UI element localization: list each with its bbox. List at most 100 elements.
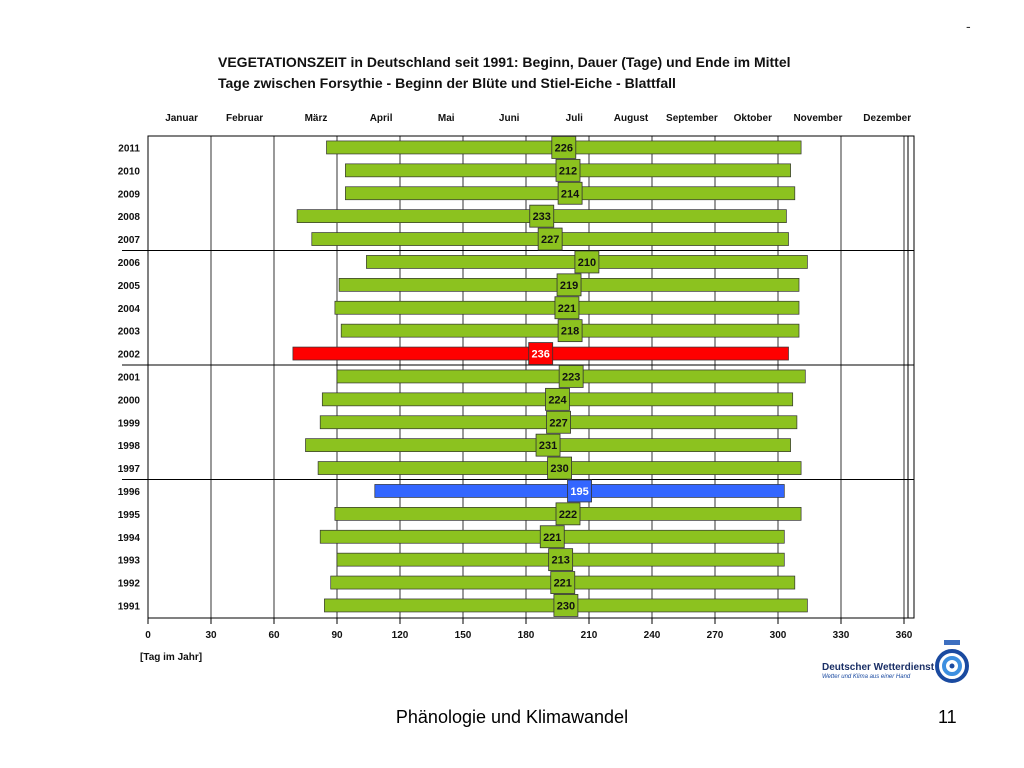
year-label: 2002 <box>118 350 141 361</box>
duration-label: 224 <box>548 394 567 406</box>
year-label: 1997 <box>118 464 141 475</box>
duration-box <box>567 479 592 503</box>
duration-label: 222 <box>559 509 577 521</box>
corner-dash: - <box>966 18 971 34</box>
duration-label: 213 <box>551 555 569 567</box>
vegetation-period-chart: Januar Februar März April Mai Juni Juli August S… <box>118 113 915 641</box>
x-tick-label: 240 <box>644 630 661 641</box>
x-axis-label: [Tag im Jahr] <box>140 652 203 663</box>
month-label: September <box>666 113 718 124</box>
duration-label: 227 <box>549 417 567 429</box>
duration-label: 231 <box>539 440 557 452</box>
duration-box <box>554 296 580 320</box>
month-label: April <box>370 113 393 124</box>
year-label: 2006 <box>118 258 141 269</box>
duration-label: 221 <box>558 303 576 315</box>
duration-label: 212 <box>559 165 577 177</box>
year-label: 1994 <box>118 533 141 544</box>
month-label: März <box>305 113 328 124</box>
x-tick-labels: 0 30 60 90 120 150 180 210 240 270 300 330 360 <box>145 630 913 641</box>
x-tick-label: 210 <box>581 630 598 641</box>
month-label: Juni <box>499 113 520 124</box>
month-label: August <box>614 113 649 124</box>
x-tick-label: 120 <box>392 630 409 641</box>
duration-box <box>537 227 563 251</box>
duration-label: 233 <box>533 211 551 223</box>
month-label: Juli <box>566 113 583 124</box>
x-tick-label: 270 <box>707 630 724 641</box>
duration-box <box>555 502 581 526</box>
year-label: 2005 <box>118 281 141 292</box>
duration-label: 226 <box>555 142 573 154</box>
duration-box <box>548 548 574 572</box>
duration-label: 195 <box>570 486 588 498</box>
year-label: 1995 <box>118 510 141 521</box>
year-label: 1998 <box>118 441 141 452</box>
duration-box <box>558 365 584 388</box>
dwd-swirl-icon <box>935 640 969 683</box>
duration-label: 219 <box>560 280 578 292</box>
year-labels: 2011 2010 2009 2008 2007 2006 2005 2004 2003 2002… <box>118 143 141 612</box>
x-tick-label: 180 <box>518 630 535 641</box>
x-tick-label: 30 <box>205 630 217 641</box>
duration-label: 236 <box>532 349 550 361</box>
duration-box <box>545 387 570 411</box>
year-label: 2011 <box>118 143 140 154</box>
chart-subtitle: Tage zwischen Forsythie - Beginn der Blü… <box>218 75 676 91</box>
duration-box <box>555 158 581 182</box>
month-label: Mai <box>438 113 455 124</box>
x-tick-label: 60 <box>268 630 280 641</box>
duration-box <box>546 410 571 434</box>
x-tick-label: 300 <box>770 630 787 641</box>
duration-label: 221 <box>543 532 561 544</box>
duration-box <box>557 319 583 343</box>
year-label: 2004 <box>118 304 141 315</box>
duration-box <box>547 456 572 480</box>
year-label: 2001 <box>118 372 141 383</box>
x-tick-label: 330 <box>833 630 850 641</box>
x-tick-label: 0 <box>145 630 151 641</box>
chart-title: VEGETATIONSZEIT in Deutschland seit 1991… <box>218 54 791 70</box>
dwd-logo: Deutscher Wetterdienst Wetter und Klima … <box>822 636 972 688</box>
duration-label: 223 <box>562 371 580 383</box>
year-label: 2003 <box>118 327 141 338</box>
month-label: November <box>793 113 842 124</box>
duration-label: 218 <box>561 326 579 338</box>
month-label: Oktober <box>734 113 772 124</box>
x-tick-label: 360 <box>896 630 913 641</box>
duration-label: 230 <box>550 463 568 475</box>
year-label: 2008 <box>118 212 141 223</box>
duration-box <box>553 594 579 617</box>
year-label: 1991 <box>118 601 141 612</box>
year-label: 2000 <box>118 395 141 406</box>
duration-box <box>539 525 565 549</box>
page-number: 11 <box>938 707 957 727</box>
year-label: 1993 <box>118 556 141 567</box>
slide-footer: Phänologie und Klimawandel <box>395 707 629 727</box>
duration-box <box>535 433 561 457</box>
duration-box <box>556 273 582 297</box>
plot-frame <box>147 135 915 619</box>
year-label: 1999 <box>118 418 141 429</box>
month-label: Februar <box>226 113 263 124</box>
x-tick-label: 90 <box>331 630 343 641</box>
duration-box <box>550 571 576 594</box>
year-label: 2007 <box>118 235 141 246</box>
duration-label: 230 <box>557 600 575 612</box>
month-label: Dezember <box>863 113 911 124</box>
duration-label: 214 <box>561 188 580 200</box>
duration-label: 227 <box>541 234 559 246</box>
year-label: 2010 <box>118 166 141 177</box>
duration-label: 210 <box>578 257 596 269</box>
month-labels: Januar Februar März April Mai Juni Juli August S… <box>165 113 911 124</box>
dwd-logo-tagline: Wetter und Klima aus einer Hand <box>822 674 911 680</box>
year-label: 1992 <box>118 579 141 590</box>
duration-box <box>557 181 583 205</box>
duration-box <box>528 342 554 365</box>
month-label: Januar <box>165 113 198 124</box>
duration-box <box>574 250 600 274</box>
year-label: 2009 <box>118 189 141 200</box>
x-tick-label: 150 <box>455 630 472 641</box>
